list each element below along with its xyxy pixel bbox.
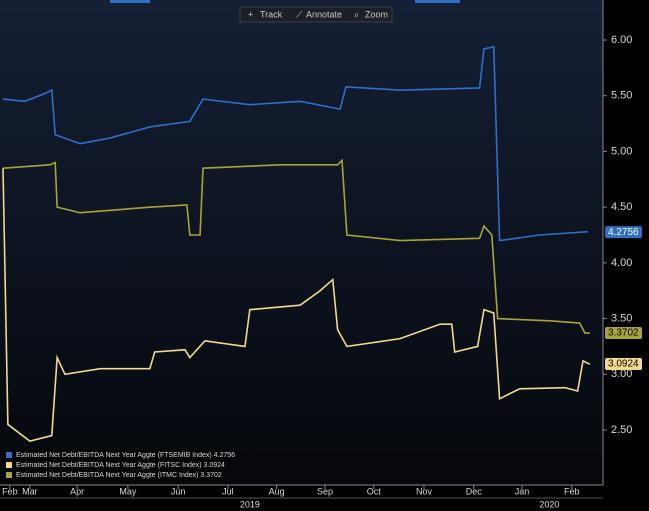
legend-box	[3, 449, 223, 481]
toolbar-icon: ⟋	[296, 9, 303, 19]
toolbar-button[interactable]: Zoom	[365, 9, 388, 19]
last-value-box	[605, 357, 642, 370]
series-line	[2, 158, 590, 334]
series-line	[2, 168, 591, 443]
y-tick-label: 4.50	[611, 201, 632, 213]
toolbar: + Track ⟋ Annotate ⌕ Zoom	[239, 6, 393, 23]
x-tick-label: Feb	[564, 486, 580, 496]
x-tick-label: Jul	[222, 486, 234, 496]
x-tick-label: Aug	[269, 486, 285, 496]
x-tick-label: Sep	[317, 486, 333, 496]
y-tick-label: 2.50	[611, 424, 632, 436]
last-value-label: 3.0924	[608, 359, 639, 370]
year-label: 2020	[539, 499, 559, 509]
year-label: 2019	[240, 499, 260, 509]
legend-label: Estimated Net Debt/EBITDA Next Year Aggt…	[16, 452, 235, 459]
x-tick-label: Feb	[2, 486, 18, 496]
toolbar-button[interactable]: Annotate	[306, 9, 342, 19]
last-value-box	[605, 226, 642, 239]
y-tick-label: 5.50	[611, 90, 632, 102]
x-tick-label: Jun	[171, 486, 186, 496]
series-line	[2, 45, 588, 242]
legend-swatch	[6, 462, 12, 468]
toolbar-icon: ⌕	[354, 9, 359, 19]
last-value-label: 4.2756	[608, 227, 639, 238]
legend: Estimated Net Debt/EBITDA Next Year Aggt…	[3, 449, 235, 481]
x-tick-label: Nov	[416, 486, 433, 496]
plot-background	[0, 0, 603, 485]
x-tick-label: Apr	[70, 486, 84, 496]
toolbar-icon: +	[248, 9, 253, 19]
toolbar-box	[239, 6, 393, 23]
last-value-box	[605, 327, 642, 340]
y-tick-label: 6.00	[611, 34, 632, 46]
top-tab	[110, 0, 150, 3]
y-tick-label: 3.50	[611, 312, 632, 324]
y-tick-label: 3.00	[611, 368, 632, 380]
toolbar-button[interactable]: Track	[260, 9, 283, 19]
x-tick-label: Dec	[466, 486, 483, 496]
x-tick-label: Oct	[367, 486, 382, 496]
legend-label: Estimated Net Debt/EBITDA Next Year Aggt…	[16, 462, 225, 469]
x-tick-label: Jan	[515, 486, 530, 496]
x-tick-label: May	[119, 486, 137, 496]
x-tick-label: Mar	[22, 486, 38, 496]
legend-label: Estimated Net Debt/EBITDA Next Year Aggt…	[16, 472, 222, 479]
last-value-label: 3.3702	[608, 328, 639, 339]
legend-swatch	[6, 472, 12, 478]
top-tab	[415, 0, 460, 3]
legend-swatch	[6, 452, 12, 458]
y-tick-label: 5.00	[611, 145, 632, 157]
y-tick-label: 4.00	[611, 257, 632, 269]
